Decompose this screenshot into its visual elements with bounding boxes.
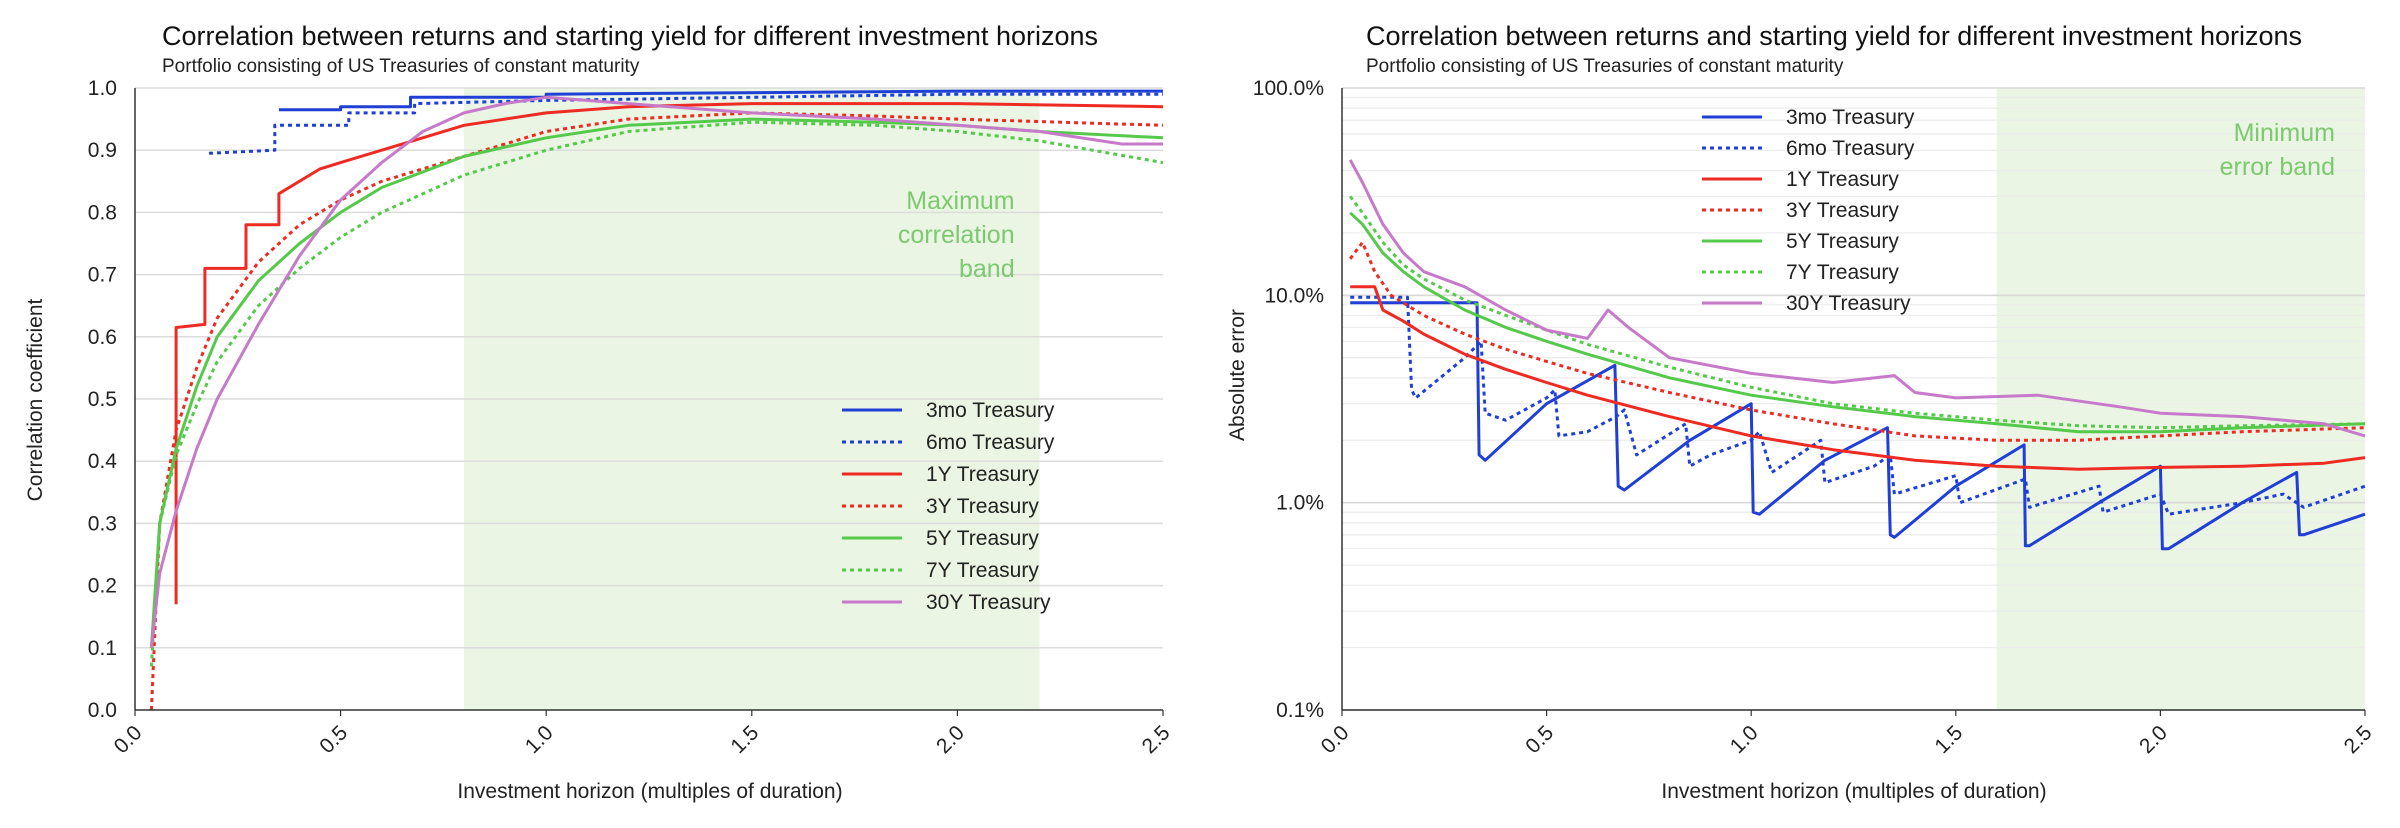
right-x-tick-label: 0.0 [1317, 721, 1354, 758]
right-legend-label-3mo: 3mo Treasury [1786, 106, 1915, 129]
left-y-tick-label: 0.7 [88, 264, 117, 287]
right-x-tick-label: 2.0 [2135, 721, 2172, 758]
right-x-tick-label: 1.5 [1930, 721, 1967, 758]
right-y-tick-label: 1.0% [1276, 492, 1324, 515]
right-y-tick-label: 0.1% [1276, 699, 1324, 722]
left-series-6mo [208, 92, 1163, 155]
left-y-tick-label: 0.5 [88, 388, 117, 411]
left-legend-label-6mo: 6mo Treasury [926, 431, 1055, 454]
left-band-label: correlation [898, 221, 1015, 249]
left-series-30Y [149, 95, 1163, 648]
right-y-tick-label: 100.0% [1253, 77, 1324, 100]
left-chart-subtitle: Portfolio consisting of US Treasuries of… [162, 56, 640, 77]
left-x-axis-label: Investment horizon (multiples of duratio… [457, 780, 842, 803]
right-y-axis-label: Absolute error [1226, 309, 1249, 441]
left-band-label: Maximum [906, 187, 1014, 215]
right-chart: Correlation between returns and starting… [1226, 21, 2377, 803]
right-y-tick-label: 10.0% [1264, 284, 1324, 307]
right-x-tick-label: 1.0 [1726, 721, 1763, 758]
right-chart-subtitle: Portfolio consisting of US Treasuries of… [1366, 56, 1844, 77]
right-x-tick-label: 2.5 [2340, 721, 2377, 758]
right-legend-label-1Y: 1Y Treasury [1786, 168, 1899, 191]
left-chart: Correlation between returns and starting… [24, 21, 1175, 803]
right-legend-label-7Y: 7Y Treasury [1786, 261, 1899, 284]
left-series-5Y [149, 117, 1164, 648]
left-legend-label-3mo: 3mo Treasury [926, 399, 1055, 422]
right-legend-label-6mo: 6mo Treasury [1786, 137, 1915, 160]
right-x-axis-label: Investment horizon (multiples of duratio… [1661, 780, 2046, 803]
right-legend-label-3Y: 3Y Treasury [1786, 199, 1899, 222]
left-x-tick-label: 2.0 [932, 721, 969, 758]
left-y-tick-label: 0.9 [88, 139, 117, 162]
right-band [1996, 88, 2365, 710]
right-band-label: Minimum [2234, 119, 2335, 147]
left-x-tick-label: 2.5 [1138, 721, 1175, 758]
right-chart-title: Correlation between returns and starting… [1366, 21, 2302, 51]
right-legend-label-30Y: 30Y Treasury [1786, 292, 1911, 315]
left-y-tick-label: 0.3 [88, 512, 117, 535]
left-x-tick-label: 0.5 [315, 721, 352, 758]
right-x-tick-label: 0.5 [1521, 721, 1558, 758]
right-series-7Y [1349, 195, 2366, 430]
right-series-3mo [1350, 301, 2366, 551]
left-legend-label-5Y: 5Y Treasury [926, 527, 1039, 550]
right-series-30Y [1348, 159, 2366, 438]
left-y-axis-label: Correlation coefficient [24, 298, 47, 501]
left-y-tick-label: 1.0 [88, 77, 117, 100]
left-legend-label-3Y: 3Y Treasury [926, 495, 1039, 518]
left-series-3Y [149, 111, 1164, 711]
left-y-tick-label: 0.6 [88, 326, 117, 349]
left-chart-title: Correlation between returns and starting… [162, 21, 1098, 51]
left-y-tick-label: 0.1 [88, 637, 117, 660]
left-band-label: band [959, 255, 1015, 283]
left-plot-area: Maximum correlation band 0.0 0.1 0.2 0.3 0.4 0.5… [88, 77, 1175, 758]
left-series-7Y [149, 120, 1164, 667]
left-legend-label-7Y: 7Y Treasury [926, 559, 1039, 582]
left-y-tick-label: 0.4 [88, 450, 118, 473]
right-series-6mo [1350, 295, 2366, 516]
right-band-label: error band [2220, 153, 2335, 181]
left-x-tick-label: 1.5 [726, 721, 763, 758]
left-y-tick-label: 0.0 [88, 699, 117, 722]
left-legend-label-1Y: 1Y Treasury [926, 463, 1039, 486]
left-x-tick-label: 1.0 [521, 721, 558, 758]
right-legend-label-5Y: 5Y Treasury [1786, 230, 1899, 253]
left-y-tick-label: 0.8 [88, 201, 117, 224]
left-x-tick-label: 0.0 [110, 721, 147, 758]
right-series-5Y [1349, 211, 2366, 434]
right-plot-area: Minimum error band 0.1% 1.0% 10.0% 100.0% 0.0 0… [1253, 77, 2377, 758]
right-series-1Y [1350, 285, 2366, 471]
left-y-tick-label: 0.2 [88, 575, 117, 598]
left-legend-label-30Y: 30Y Treasury [926, 591, 1051, 614]
left-series-3mo [278, 89, 1163, 112]
